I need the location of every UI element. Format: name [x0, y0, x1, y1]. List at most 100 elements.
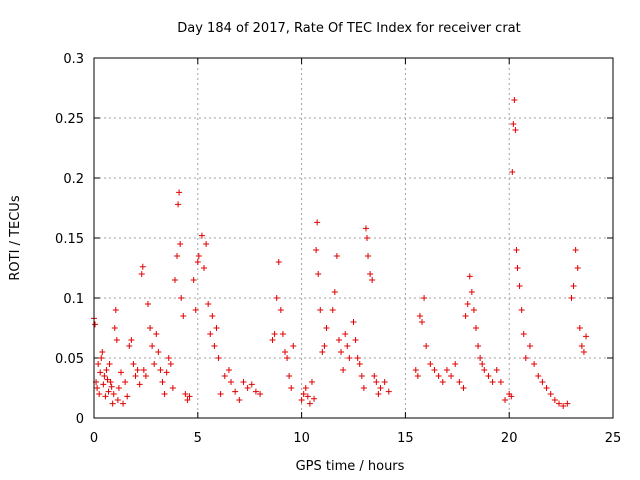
data-point-marker [157, 367, 164, 373]
data-point-marker [182, 391, 189, 397]
data-point-marker [346, 355, 353, 361]
data-point-marker [369, 277, 376, 283]
data-point-marker [421, 295, 428, 301]
data-point-marker [479, 361, 486, 367]
data-point-marker [470, 307, 477, 313]
data-point-marker [481, 367, 488, 373]
data-point-marker [213, 325, 220, 331]
data-point-marker [543, 385, 550, 391]
data-point-marker [177, 241, 184, 247]
data-point-marker [163, 369, 170, 376]
data-point-marker [302, 385, 309, 391]
x-tick-label: 10 [293, 431, 310, 446]
data-points [91, 97, 590, 409]
data-point-marker [215, 355, 222, 361]
y-tick-label: 0.2 [63, 172, 84, 187]
data-point-marker [377, 385, 384, 391]
data-point-marker [338, 349, 345, 355]
data-point-marker [381, 379, 388, 385]
data-point-marker [288, 385, 295, 391]
data-point-marker [174, 253, 181, 259]
x-tick-label: 0 [90, 431, 98, 446]
data-point-marker [105, 388, 112, 395]
data-point-marker [198, 232, 205, 239]
data-point-marker [207, 331, 214, 337]
data-point-marker [580, 349, 587, 355]
data-point-marker [184, 397, 191, 403]
data-point-marker [497, 379, 504, 385]
data-point-marker [102, 393, 109, 400]
data-point-marker [477, 355, 484, 361]
data-point-marker [225, 367, 232, 373]
data-point-marker [95, 361, 102, 367]
data-point-marker [539, 379, 546, 385]
data-point-marker [331, 289, 338, 295]
y-tick-labels: 0 0.05 0.1 0.15 0.2 0.25 0.3 [55, 52, 84, 427]
data-point-marker [147, 325, 154, 331]
data-point-marker [443, 367, 450, 373]
data-point-marker [468, 289, 475, 295]
data-point-marker [124, 393, 131, 400]
data-point-marker [509, 169, 516, 175]
data-point-marker [277, 307, 284, 313]
data-point-marker [232, 388, 239, 395]
chart-title: Day 184 of 2017, Rate Of TEC Index for r… [177, 21, 520, 36]
data-point-marker [560, 403, 567, 409]
data-point-marker [371, 373, 378, 379]
data-point-marker [134, 367, 141, 373]
data-point-marker [313, 247, 320, 253]
data-point-marker [99, 349, 106, 355]
y-tick-label: 0.3 [63, 52, 84, 67]
data-point-marker [365, 253, 372, 259]
data-point-marker [572, 247, 579, 253]
data-point-marker [169, 385, 176, 391]
data-point-marker [228, 379, 235, 385]
data-point-marker [175, 201, 182, 208]
data-point-marker [113, 337, 120, 343]
data-point-marker [308, 379, 315, 385]
data-point-marker [111, 325, 118, 331]
data-point-marker [464, 301, 471, 307]
data-point-marker [466, 273, 473, 280]
data-point-marker [144, 301, 151, 307]
data-point-marker [329, 307, 336, 313]
data-point-marker [414, 373, 421, 379]
data-point-marker [257, 391, 264, 397]
data-point-marker [104, 376, 111, 383]
data-point-marker [385, 388, 392, 395]
data-point-marker [273, 295, 280, 301]
data-point-marker [319, 349, 326, 355]
data-point-marker [354, 355, 361, 361]
data-point-marker [201, 265, 208, 271]
data-point-marker [350, 319, 357, 325]
data-point-marker [103, 367, 110, 373]
data-point-marker [547, 391, 554, 397]
x-tick-label: 15 [397, 431, 414, 446]
data-point-marker [460, 385, 467, 391]
y-tick-label: 0.05 [55, 352, 84, 367]
data-point-marker [165, 355, 172, 361]
data-point-marker [356, 361, 363, 367]
data-point-marker [209, 313, 216, 319]
data-point-marker [535, 373, 542, 379]
plot-frame [93, 57, 614, 419]
data-point-marker [126, 343, 133, 349]
data-point-marker [431, 367, 438, 373]
data-point-marker [130, 361, 137, 367]
data-point-marker [373, 379, 380, 385]
data-point-marker [306, 400, 313, 407]
data-point-marker [149, 343, 156, 349]
data-point-marker [323, 325, 330, 331]
data-point-marker [472, 325, 479, 331]
data-point-marker [248, 381, 255, 388]
data-point-marker [101, 373, 108, 379]
data-point-marker [107, 379, 114, 385]
data-point-marker [195, 253, 202, 259]
data-point-marker [96, 391, 103, 397]
data-point-marker [578, 343, 585, 349]
data-point-marker [171, 277, 178, 283]
data-point-marker [186, 393, 193, 400]
data-point-marker [315, 271, 322, 277]
x-tick-label: 5 [194, 431, 202, 446]
data-point-marker [508, 393, 515, 400]
